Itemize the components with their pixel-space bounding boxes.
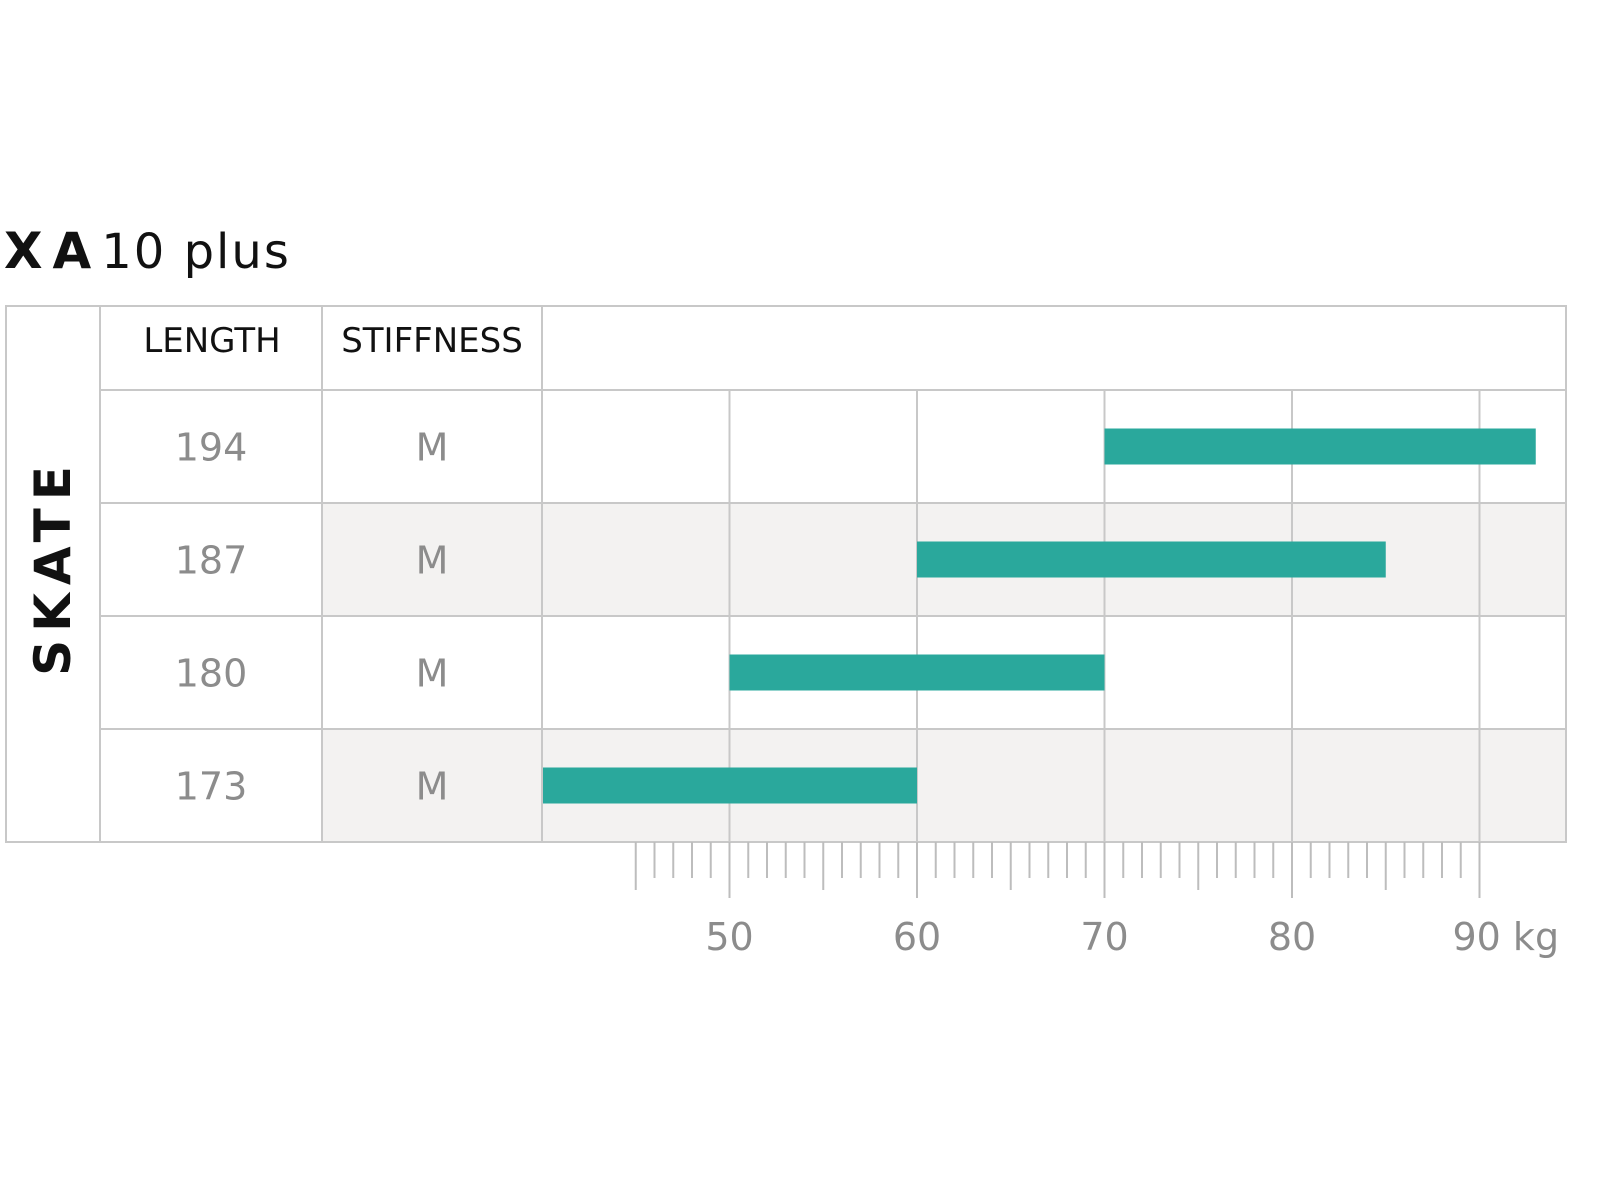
- stiffness-value: M: [416, 652, 449, 696]
- tick-label: 70: [1080, 915, 1128, 959]
- tick-label: 90 kg: [1453, 915, 1560, 959]
- section-label-skate: SKATE: [24, 458, 82, 676]
- weight-bar: [917, 541, 1386, 578]
- length-value: 180: [175, 652, 248, 696]
- length-header: LENGTH: [143, 321, 280, 361]
- title-light-part: 10 plus: [101, 224, 291, 280]
- tick-label: 60: [893, 915, 941, 959]
- title-bold-part: XA: [4, 222, 101, 280]
- stiffness-value: M: [416, 765, 449, 809]
- weight-axis: 50 60 70 80 90 kg: [634, 842, 1560, 959]
- chart-title: XA10 plus: [4, 222, 291, 280]
- weight-bar: [729, 654, 1105, 691]
- tick-label: 80: [1268, 915, 1316, 959]
- tick-label: 50: [705, 915, 753, 959]
- table-cells: 194 M 187 M 180 M 173 M: [175, 426, 449, 809]
- stiffness-value: M: [416, 539, 449, 583]
- weight-bar: [1104, 428, 1536, 465]
- stiffness-header: STIFFNESS: [341, 321, 523, 361]
- shaded-row-bg: [322, 729, 1566, 842]
- length-value: 187: [175, 539, 248, 583]
- weight-bars: [542, 428, 1536, 804]
- stiffness-value: M: [416, 426, 449, 470]
- length-value: 173: [175, 765, 248, 809]
- length-value: 194: [175, 426, 248, 470]
- weight-bar: [542, 767, 917, 804]
